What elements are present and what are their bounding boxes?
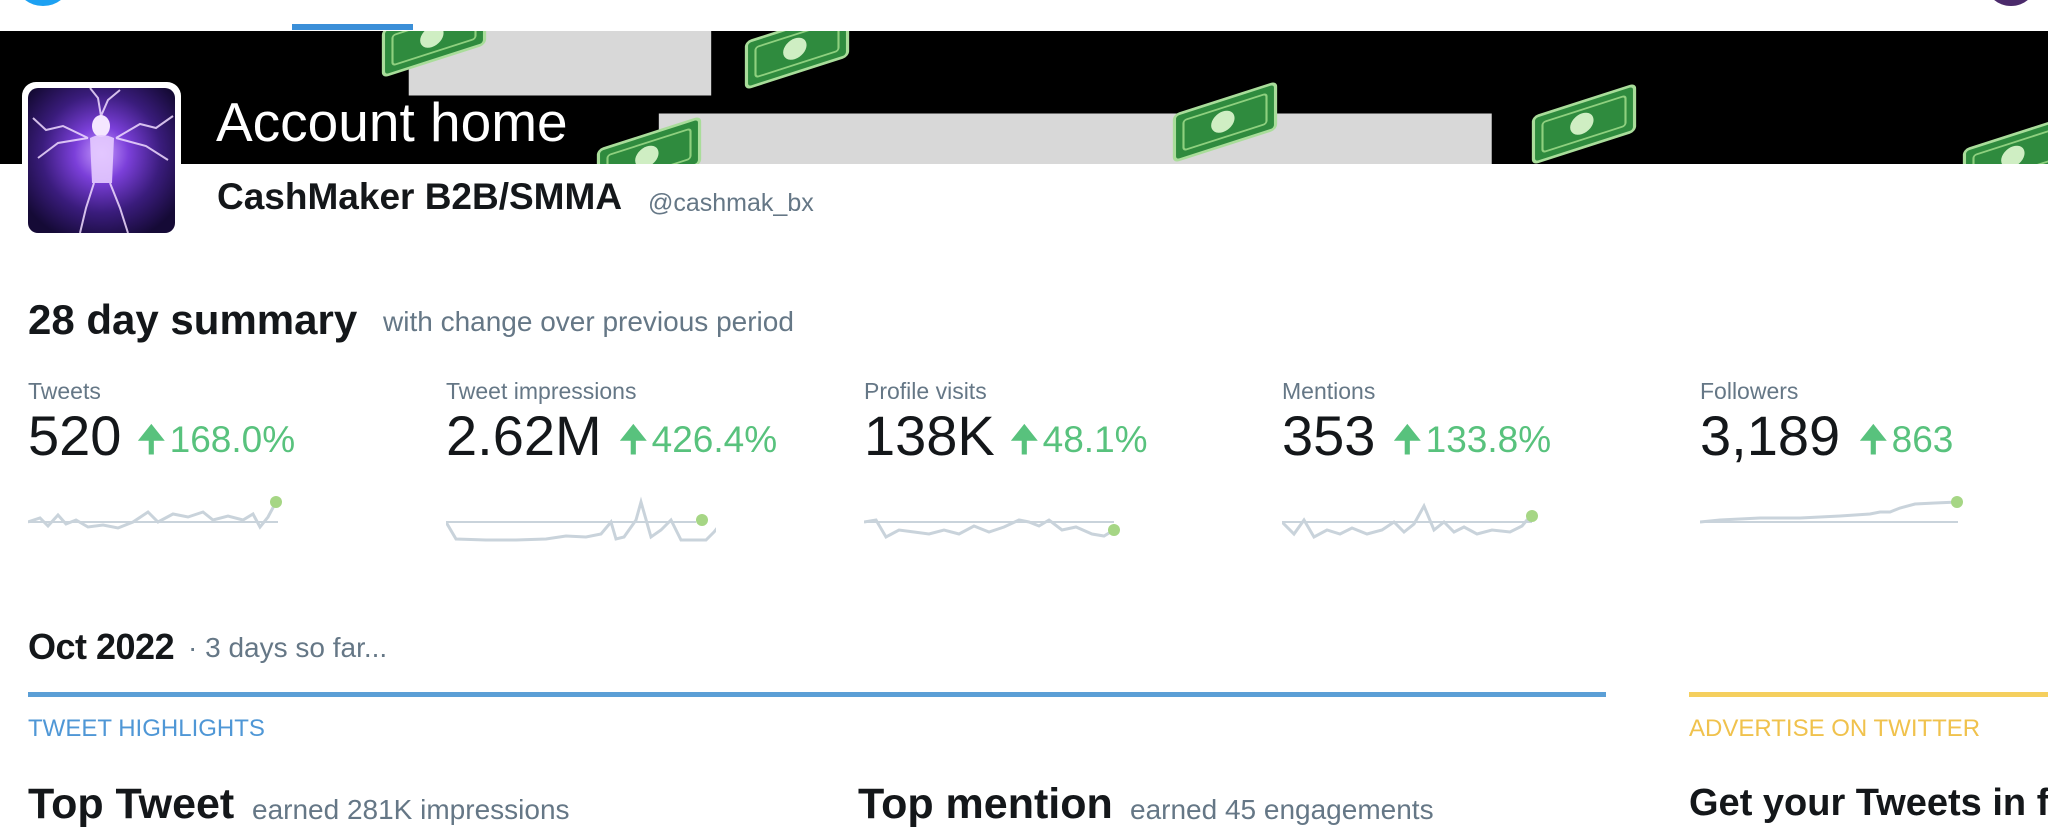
- user-avatar-button[interactable]: [1986, 0, 2036, 6]
- stat-change: 🠉863: [1858, 421, 1953, 458]
- stat-change: 🠉426.4%: [618, 421, 777, 458]
- stat-change-value: 863: [1891, 419, 1954, 460]
- profile-avatar[interactable]: [22, 82, 181, 239]
- advertise-title[interactable]: Get your Tweets in f: [1689, 782, 2048, 824]
- money-stack-icon: [596, 115, 702, 164]
- top-tweet-title: Top Tweet: [28, 780, 235, 828]
- stat-profile-visits: Profile visits 138K 🠉48.1%: [864, 378, 1264, 548]
- arrow-up-icon: 🠉: [618, 419, 649, 460]
- stat-change: 🠉133.8%: [1392, 421, 1551, 458]
- stat-label: Mentions: [1282, 378, 1376, 404]
- stat-followers: Followers 3,189 🠉863: [1700, 378, 2048, 548]
- stat-value: 353: [1282, 404, 1376, 467]
- stat-change-value: 133.8%: [1425, 419, 1552, 460]
- top-tweet-subtitle: earned 281K impressions: [252, 794, 570, 825]
- top-mention-title: Top mention: [858, 780, 1113, 828]
- stat-label: Tweets: [28, 378, 101, 404]
- sparkline-tweets: [28, 496, 282, 530]
- page-title: Account home: [216, 91, 568, 153]
- stat-change-value: 426.4%: [651, 419, 778, 460]
- month-subtitle: · 3 days so far...: [188, 632, 388, 663]
- money-stack-icon: [1531, 82, 1637, 164]
- arrow-up-icon: 🠉: [136, 419, 167, 460]
- stat-label: Followers: [1700, 378, 1799, 404]
- stat-label: Profile visits: [864, 378, 987, 404]
- summary-title: 28 day summary: [28, 296, 358, 343]
- sparkline-followers: [1700, 496, 1963, 524]
- stat-value: 520: [28, 404, 122, 467]
- stat-value: 2.62M: [446, 404, 602, 467]
- sparkline-mentions: [1282, 502, 1538, 540]
- tweet-highlights-label: TWEET HIGHLIGHTS: [28, 715, 265, 742]
- sparkline-tweet-impressions: [446, 496, 716, 542]
- stat-change-value: 48.1%: [1042, 419, 1148, 460]
- profile-avatar-image: [28, 88, 175, 233]
- active-tab-indicator: [292, 24, 413, 30]
- advertise-label: ADVERTISE ON TWITTER: [1689, 715, 1981, 742]
- sparkline-profile-visits: [864, 518, 1120, 540]
- arrow-up-icon: 🠉: [1009, 419, 1040, 460]
- top-nav: [0, 0, 2048, 31]
- stat-mentions: Mentions 353 🠉133.8%: [1282, 378, 1682, 548]
- money-stack-icon: [1962, 115, 2048, 164]
- account-handle[interactable]: @cashmak_bx: [648, 189, 814, 217]
- stat-tweet-impressions: Tweet impressions 2.62M 🠉426.4%: [446, 378, 846, 548]
- stat-tweets: Tweets 520 🠉168.0%: [28, 378, 428, 548]
- section-divider-highlights: [28, 692, 1606, 697]
- section-divider-advertise: [1689, 692, 2048, 697]
- twitter-logo-icon[interactable]: [18, 0, 68, 6]
- account-name[interactable]: CashMaker B2B/SMMA: [217, 176, 623, 217]
- arrow-up-icon: 🠉: [1858, 419, 1889, 460]
- money-stack-icon: [744, 31, 850, 91]
- arrow-up-icon: 🠉: [1392, 419, 1423, 460]
- month-title: Oct 2022: [28, 626, 175, 667]
- stat-change: 🠉48.1%: [1009, 421, 1148, 458]
- profile-banner: ███ █████████: [0, 31, 2048, 164]
- stat-label: Tweet impressions: [446, 378, 637, 404]
- stat-change: 🠉168.0%: [136, 421, 295, 458]
- top-mention-subtitle: earned 45 engagements: [1130, 794, 1434, 825]
- stat-change-value: 168.0%: [169, 419, 296, 460]
- stat-value: 138K: [864, 404, 995, 467]
- stat-value: 3,189: [1700, 404, 1841, 467]
- summary-subtitle: with change over previous period: [383, 306, 794, 337]
- banner-graphic: █████████: [660, 126, 1491, 165]
